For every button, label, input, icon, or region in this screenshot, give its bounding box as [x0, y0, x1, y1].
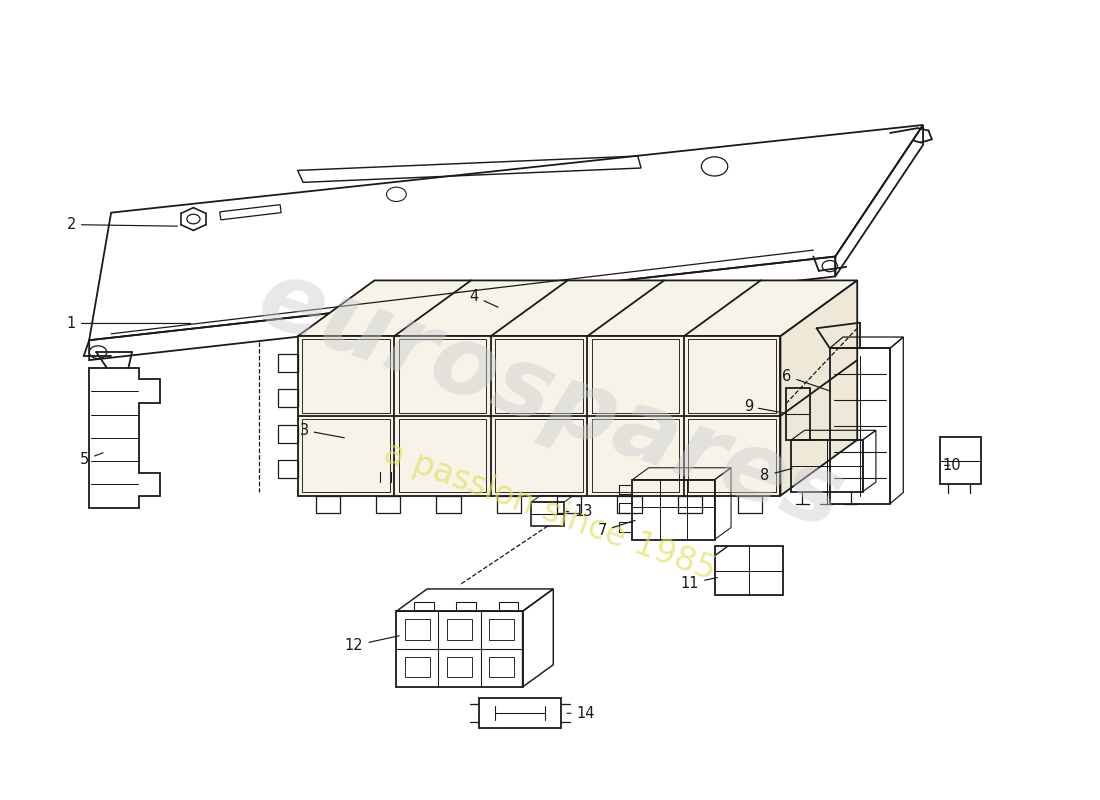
- Text: 11: 11: [681, 576, 717, 591]
- Text: 9: 9: [744, 399, 784, 414]
- Text: 12: 12: [344, 636, 399, 653]
- Text: 1: 1: [67, 316, 190, 331]
- Text: 5: 5: [80, 452, 103, 467]
- Text: 14: 14: [566, 706, 595, 721]
- Text: 10: 10: [943, 458, 961, 473]
- Text: 2: 2: [67, 217, 177, 232]
- Text: a passion since 1985: a passion since 1985: [379, 436, 720, 587]
- Text: 13: 13: [566, 504, 593, 519]
- Text: 8: 8: [760, 468, 792, 483]
- Text: 3: 3: [299, 422, 344, 438]
- Text: 4: 4: [470, 289, 498, 307]
- Polygon shape: [298, 336, 780, 496]
- Text: 7: 7: [597, 521, 635, 538]
- Polygon shape: [298, 281, 857, 336]
- Text: eurospares: eurospares: [245, 251, 855, 549]
- Polygon shape: [780, 281, 857, 496]
- Text: 6: 6: [782, 369, 830, 391]
